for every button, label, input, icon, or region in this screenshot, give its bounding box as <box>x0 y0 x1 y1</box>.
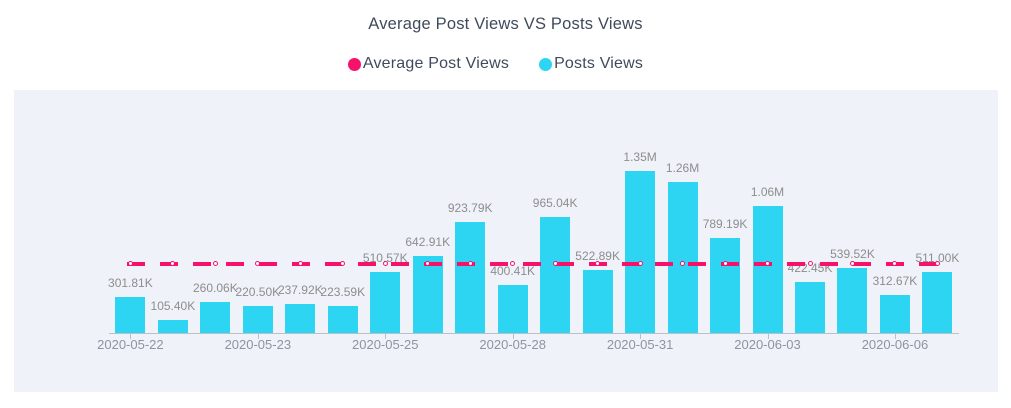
bar-value-label: 511.00K <box>915 250 960 265</box>
bar-value-label: 539.52K <box>830 247 875 262</box>
x-axis-label: 2020-05-23 <box>224 337 292 352</box>
bar-value-label: 220.50K <box>235 285 281 300</box>
average-line-marker <box>807 261 813 266</box>
x-axis-line <box>109 333 959 334</box>
x-axis-tick <box>257 334 259 339</box>
average-line-marker <box>637 261 643 266</box>
legend-item-average-post-views[interactable]: Average Post Views <box>347 55 510 73</box>
bar-value-label: 965.04K <box>532 195 578 210</box>
bar-7[interactable] <box>370 271 401 333</box>
bar-value-label: 400.41K <box>490 263 536 278</box>
average-line-marker <box>170 261 176 266</box>
average-line-marker <box>382 261 388 266</box>
bar-9[interactable] <box>455 221 486 333</box>
average-line-marker <box>425 261 431 266</box>
bar-value-label: 223.59K <box>320 285 366 300</box>
bar-18[interactable] <box>837 268 868 333</box>
x-axis-label: 2020-06-06 <box>861 337 929 352</box>
chart-title: Average Post Views VS Posts Views <box>368 15 643 33</box>
bar-20[interactable] <box>922 271 953 333</box>
x-axis-tick <box>512 334 514 339</box>
bar-value-label: 105.40K <box>150 299 196 314</box>
bar-19[interactable] <box>879 295 910 333</box>
x-axis-label: 2020-05-31 <box>606 337 674 352</box>
legend-label: Posts Views <box>554 55 644 72</box>
legend-item-posts-views[interactable]: Posts Views <box>539 55 643 73</box>
legend-label: Average Post Views <box>362 55 510 72</box>
x-axis-tick <box>894 334 896 339</box>
average-line-marker <box>849 261 855 266</box>
bar-value-label: 1.35M <box>623 149 657 164</box>
average-line-marker <box>552 261 558 266</box>
legend: Average Post Views Posts Views <box>0 55 1001 73</box>
average-line-marker <box>722 261 728 266</box>
x-axis-tick <box>640 334 642 339</box>
bar-8[interactable] <box>412 255 443 333</box>
average-line-marker <box>297 261 303 266</box>
x-axis-label: 2020-05-25 <box>352 337 419 352</box>
average-line <box>126 261 940 266</box>
bar-value-label: 789.19K <box>702 217 748 232</box>
bar-15[interactable] <box>710 238 741 333</box>
bar-16[interactable] <box>752 205 783 333</box>
x-axis-tick <box>385 334 387 339</box>
bar-11[interactable] <box>540 216 571 333</box>
bar-value-label: 923.79K <box>447 200 493 215</box>
bar-value-label: 510.57K <box>362 250 408 265</box>
x-axis-label: 2020-05-22 <box>97 337 164 352</box>
bar-1[interactable] <box>115 296 146 333</box>
average-post-views-dot-icon <box>347 57 361 71</box>
bar-14[interactable] <box>667 181 698 333</box>
average-line-marker <box>255 261 261 266</box>
bar-6[interactable] <box>327 306 358 333</box>
x-axis-label: 2020-06-03 <box>734 337 801 352</box>
average-line-marker <box>127 261 133 266</box>
x-axis-tick <box>767 334 769 339</box>
bar-value-label: 1.06M <box>750 184 785 199</box>
average-line-marker <box>765 261 771 266</box>
average-line-marker <box>340 261 346 266</box>
bar-value-label: 642.91K <box>405 234 451 249</box>
x-axis-tick <box>130 334 132 339</box>
bar-5[interactable] <box>285 304 316 333</box>
average-line-marker <box>212 261 218 266</box>
bar-13[interactable] <box>625 170 656 333</box>
average-line-marker <box>892 261 898 266</box>
bar-4[interactable] <box>242 306 273 333</box>
average-line-marker <box>595 261 601 266</box>
bar-value-label: 301.81K <box>108 275 153 290</box>
x-axis-label: 2020-05-28 <box>479 337 546 352</box>
bar-value-label: 312.67K <box>872 274 918 289</box>
average-line-marker <box>680 261 686 266</box>
posts-views-dot-icon <box>539 57 553 71</box>
bar-2[interactable] <box>157 320 188 333</box>
bar-12[interactable] <box>582 270 613 333</box>
bar-3[interactable] <box>200 301 231 333</box>
bar-10[interactable] <box>497 284 528 333</box>
average-line-marker <box>467 261 473 266</box>
bar-value-label: 260.06K <box>192 280 238 295</box>
bar-value-label: 1.26M <box>665 160 700 175</box>
bar-value-label: 522.89K <box>575 249 620 264</box>
average-line-marker <box>934 261 940 266</box>
bar-value-label: 237.92K <box>277 283 323 298</box>
bar-17[interactable] <box>795 282 825 333</box>
average-line-marker <box>510 261 516 266</box>
chart-plot-area: 301.81K 105.40K 260.06K 220.50K 237.92K 223.5… <box>14 90 998 392</box>
